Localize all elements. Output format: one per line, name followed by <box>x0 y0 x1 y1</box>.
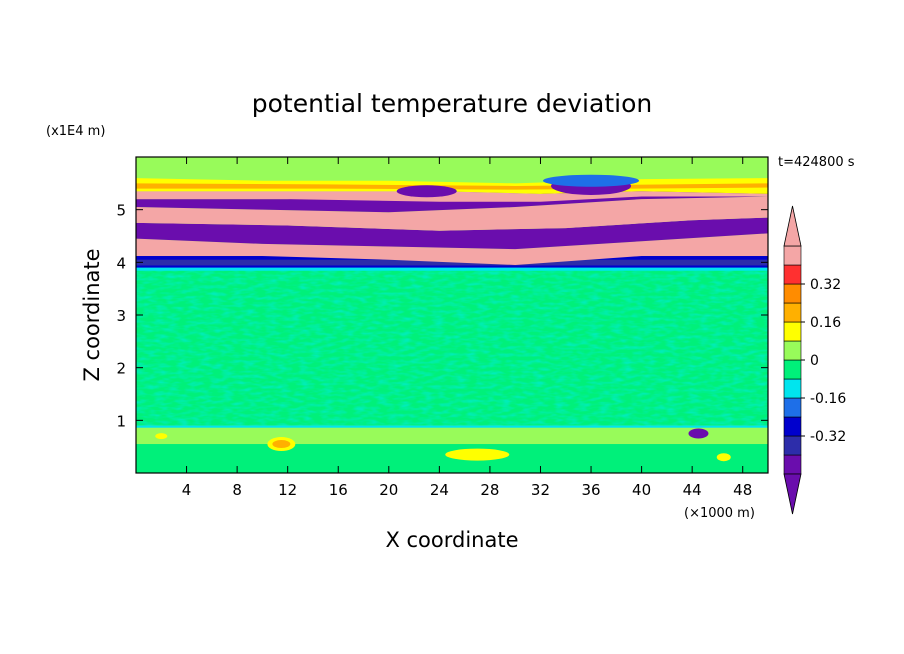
colorbar-over-arrow <box>783 205 802 247</box>
y-tick-label: 5 <box>116 202 126 220</box>
time-label: t=424800 s <box>778 155 855 170</box>
pink-band <box>136 196 768 231</box>
warm-patch-core <box>272 440 291 449</box>
colorbar-swatch <box>783 321 802 342</box>
colorbar-swatch <box>783 378 802 399</box>
lower-layer-mottle <box>136 267 768 426</box>
colorbar-swatch <box>783 283 802 304</box>
colorbar-swatch <box>783 340 802 361</box>
heatmap-field <box>136 157 768 473</box>
base-navy-core <box>136 259 768 266</box>
y-tick-label: 4 <box>116 254 126 272</box>
x-tick-label: 24 <box>430 481 449 499</box>
colorbar-label: -0.16 <box>810 391 846 407</box>
y-axis: 1 2 3 4 5 <box>116 202 768 430</box>
colorbar-swatch <box>783 359 802 380</box>
chart-title: potential temperature deviation <box>252 89 652 118</box>
x-axis-label: X coordinate <box>385 528 518 552</box>
surface-layer-green <box>136 444 768 473</box>
colorbar-swatch <box>783 245 802 266</box>
colorbar-label: 0.32 <box>810 277 841 293</box>
cool-cap-edge <box>543 174 640 187</box>
purple-band <box>136 217 768 250</box>
warm-patch <box>716 453 731 462</box>
x-tick-label: 8 <box>232 481 242 499</box>
x-tick-label: 20 <box>379 481 398 499</box>
colorbar-label: 0 <box>810 353 819 369</box>
colorbar-swatch <box>783 397 802 418</box>
x-tick-label: 36 <box>581 481 600 499</box>
colorbar-label: -0.32 <box>810 429 846 445</box>
y-unit-label: (x1E4 m) <box>46 124 105 139</box>
y-axis-label: Z coordinate <box>80 248 104 381</box>
x-tick-label: 28 <box>480 481 499 499</box>
x-tick-label: 44 <box>683 481 702 499</box>
x-axis: 4 8 12 16 20 24 28 32 36 40 44 48 <box>182 157 752 499</box>
colorbar-swatch <box>783 454 802 475</box>
y-tick-label: 3 <box>116 307 126 325</box>
cool-cap <box>396 185 457 198</box>
colorbar-swatch <box>783 416 802 437</box>
x-unit-label: (×1000 m) <box>684 506 755 521</box>
y-tick-label: 2 <box>116 360 126 378</box>
cool-patch <box>688 428 709 439</box>
x-tick-label: 16 <box>329 481 348 499</box>
x-tick-label: 32 <box>531 481 550 499</box>
colorbar: 0.32 0.16 0 -0.16 -0.32 <box>783 205 846 515</box>
x-tick-label: 12 <box>278 481 297 499</box>
warm-patch <box>155 433 168 440</box>
x-tick-label: 48 <box>733 481 752 499</box>
x-tick-label: 4 <box>182 481 192 499</box>
warm-patch <box>445 448 510 461</box>
base-cyan-edge <box>136 267 768 271</box>
x-tick-label: 40 <box>632 481 651 499</box>
cyan-line-low <box>136 425 768 428</box>
colorbar-label: 0.16 <box>810 315 841 331</box>
colorbar-swatch <box>783 302 802 323</box>
y-tick-label: 1 <box>116 412 126 430</box>
colorbar-swatch <box>783 264 802 285</box>
colorbar-swatch <box>783 435 802 456</box>
colorbar-under-arrow <box>783 473 802 515</box>
pink-band <box>136 233 768 265</box>
